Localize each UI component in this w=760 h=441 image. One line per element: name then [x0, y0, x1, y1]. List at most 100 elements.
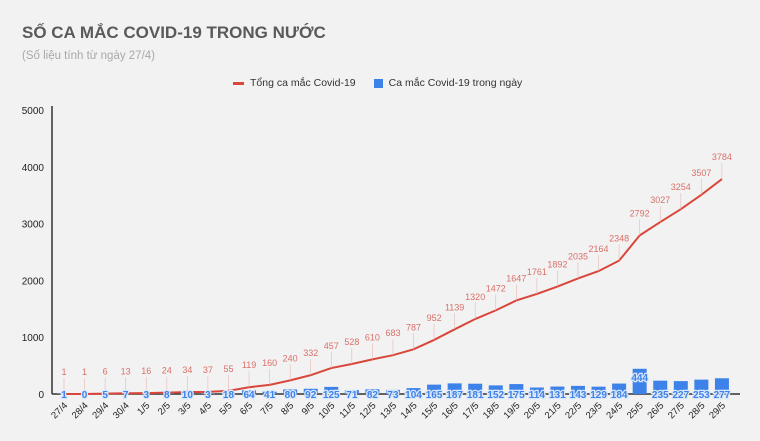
daily-bar: [242, 390, 257, 394]
daily-bar: [324, 386, 339, 394]
total-data-label: 3027: [650, 195, 670, 205]
daily-bar: [427, 384, 442, 394]
daily-data-label: 41: [264, 390, 276, 401]
daily-data-label: 125: [323, 390, 340, 401]
daily-data-label: 7: [123, 390, 129, 401]
x-tick-label: 18/5: [481, 400, 502, 421]
daily-bar: [468, 383, 483, 394]
daily-data-label: 152: [487, 390, 504, 401]
total-data-label: 1892: [547, 260, 567, 270]
x-tick-label: 7/5: [259, 400, 276, 417]
daily-bar: [694, 379, 709, 394]
total-data-label: 1472: [486, 283, 506, 293]
total-data-label: 2348: [609, 234, 629, 244]
x-tick-label: 9/5: [300, 400, 317, 417]
daily-bar: [406, 388, 421, 394]
daily-data-label: 253: [693, 390, 710, 401]
legend-label-total: Tổng ca mắc Covid-19: [250, 77, 356, 89]
daily-data-label: 444: [631, 373, 648, 384]
x-tick-label: 23/5: [584, 400, 605, 421]
x-tick-label: 5/5: [217, 400, 234, 417]
total-data-label: 1: [61, 367, 66, 377]
x-tick-label: 2/5: [156, 400, 173, 417]
daily-data-label: 8: [164, 390, 170, 401]
x-tick-label: 11/5: [338, 400, 358, 420]
x-tick-label: 17/5: [460, 400, 481, 421]
total-data-label: 683: [385, 328, 400, 338]
daily-bar: [653, 380, 668, 394]
total-data-label: 240: [283, 353, 298, 363]
daily-data-label: 1: [61, 390, 67, 401]
y-tick-label: 3000: [22, 220, 45, 231]
daily-bar: [159, 393, 174, 394]
total-data-label: 34: [182, 365, 192, 375]
total-data-label: 2035: [568, 251, 588, 261]
x-tick-label: 26/5: [646, 400, 667, 421]
daily-bar: [591, 386, 606, 394]
daily-bar: [221, 392, 236, 394]
daily-data-label: 10: [182, 390, 194, 401]
daily-data-label: 82: [367, 390, 379, 401]
daily-data-label: 64: [243, 390, 255, 401]
daily-data-label: 114: [529, 390, 546, 401]
y-tick-label: 5000: [22, 106, 45, 117]
total-data-label: 3507: [691, 168, 711, 178]
daily-data-label: 165: [426, 390, 443, 401]
total-data-label: 528: [344, 337, 359, 347]
daily-bar: [303, 388, 318, 394]
total-data-label: 6: [103, 367, 108, 377]
x-tick-label: 19/5: [502, 400, 523, 421]
x-tick-label: 13/5: [378, 400, 399, 421]
x-tick-label: 29/5: [707, 400, 728, 421]
daily-bar: [550, 386, 565, 394]
legend: Tổng ca mắc Covid-19 Ca mắc Covid-19 tro…: [233, 77, 522, 89]
daily-bar: [283, 389, 298, 394]
x-tick-label: 29/4: [90, 400, 111, 421]
total-data-label: 1320: [465, 292, 485, 302]
daily-data-label: 0: [82, 390, 88, 401]
legend-swatch-daily: [373, 78, 383, 88]
daily-bar: [571, 385, 585, 394]
daily-bar: [385, 389, 400, 394]
daily-bar: [488, 385, 503, 394]
total-line: [64, 178, 723, 395]
daily-data-label: 175: [508, 390, 525, 401]
total-data-label: 2792: [630, 208, 650, 218]
daily-data-label: 80: [285, 390, 297, 401]
total-data-label: 1139: [445, 302, 464, 312]
x-tick-label: 3/5: [176, 400, 193, 417]
daily-data-label: 73: [387, 390, 399, 401]
x-tick-label: 27/4: [49, 400, 70, 421]
x-tick-label: 10/5: [317, 400, 338, 421]
total-data-label: 610: [365, 332, 380, 342]
total-data-label: 332: [303, 348, 318, 358]
x-tick-label: 12/5: [358, 400, 379, 421]
total-data-label: 3784: [712, 152, 732, 162]
total-data-label: 119: [242, 360, 256, 370]
total-data-label: 952: [427, 313, 442, 323]
daily-data-label: 184: [611, 390, 628, 401]
daily-data-label: 104: [405, 390, 422, 401]
legend-swatch-total: [233, 81, 244, 85]
daily-bar: [714, 378, 729, 394]
x-tick-label: 20/5: [522, 400, 543, 421]
daily-bar: [529, 387, 544, 394]
x-tick-label: 30/4: [111, 400, 132, 421]
daily-data-label: 235: [652, 390, 669, 401]
total-data-label: 457: [324, 341, 339, 351]
total-data-label: 13: [121, 366, 131, 376]
daily-bar: [262, 391, 277, 394]
total-data-label: 37: [203, 365, 213, 375]
total-data-label: 3254: [671, 182, 691, 192]
x-tick-label: 6/5: [238, 400, 255, 417]
daily-data-label: 3: [205, 390, 211, 401]
x-tick-label: 15/5: [419, 400, 440, 421]
x-tick-label: 14/5: [399, 400, 420, 421]
daily-bar: [180, 393, 195, 394]
daily-data-label: 277: [714, 390, 731, 401]
x-tick-label: 24/5: [604, 400, 625, 421]
x-tick-label: 21/5: [543, 400, 564, 421]
y-tick-label: 1000: [22, 333, 45, 344]
y-tick-label: 0: [38, 390, 44, 401]
